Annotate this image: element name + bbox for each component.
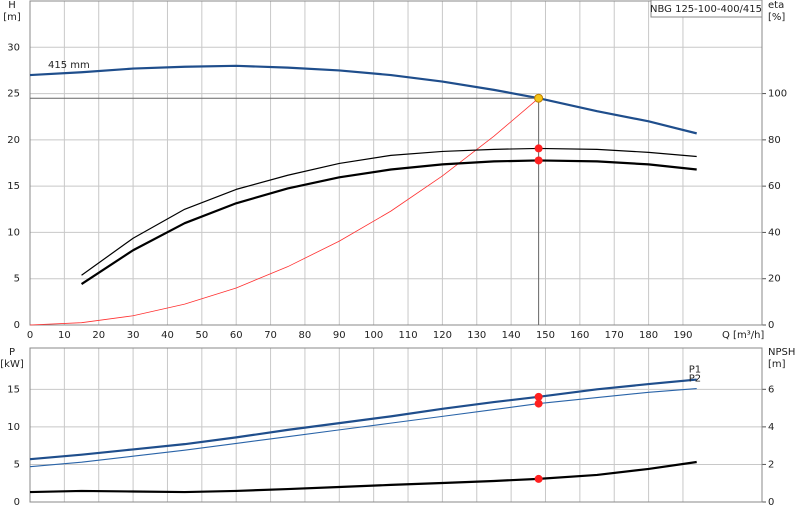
y2-tick-label: 4: [768, 422, 774, 433]
series-label: P2: [689, 374, 701, 385]
curve: [29, 460, 697, 494]
curve: [80, 159, 697, 285]
y-tick-label: 15: [7, 384, 20, 395]
x-tick-label: 20: [92, 330, 105, 341]
x-tick-label: 160: [570, 330, 589, 341]
y-tick-label: 5: [14, 459, 20, 470]
title-box: [650, 0, 763, 18]
x-tick-label: 100: [364, 330, 383, 341]
y2-axis-title: eta: [768, 0, 784, 11]
plot-frame: [29, 347, 763, 503]
x-tick-label: 130: [467, 330, 486, 341]
x-tick-label: 40: [161, 330, 174, 341]
y2-axis-title: NPSH: [768, 347, 795, 358]
y-tick-label: 5: [14, 274, 20, 285]
curve: [81, 147, 697, 276]
x-tick-label: 60: [230, 330, 243, 341]
y-tick-label: 10: [7, 227, 20, 238]
y-axis-unit: [kW]: [0, 359, 24, 370]
y-tick-label: 15: [7, 181, 20, 192]
point-marker: [534, 392, 543, 401]
point-marker: [534, 474, 543, 483]
y2-tick-label: 20: [768, 274, 781, 285]
y2-axis-unit: [m]: [768, 359, 786, 370]
x-tick-label: 170: [605, 330, 624, 341]
plot-frame: [29, 0, 763, 326]
x-tick-label: 140: [502, 330, 521, 341]
y-axis-title: P: [9, 347, 15, 358]
series-label: 415 mm: [48, 60, 90, 71]
y-tick-label: 10: [7, 422, 20, 433]
y-axis-unit: [m]: [3, 12, 21, 23]
x-tick-label: 50: [195, 330, 208, 341]
x-tick-label: 110: [398, 330, 417, 341]
y2-tick-label: 80: [768, 135, 781, 146]
y2-tick-label: 100: [768, 89, 787, 100]
y-tick-label: 0: [14, 497, 20, 508]
chart-title: NBG 125-100-400/415: [650, 4, 762, 15]
y2-tick-label: 2: [768, 459, 774, 470]
x-tick-label: 190: [673, 330, 692, 341]
y2-tick-label: 0: [768, 320, 774, 331]
x-tick-label: 10: [58, 330, 71, 341]
x-tick-label: 120: [433, 330, 452, 341]
point-marker: [534, 399, 543, 408]
y-axis-title: H: [8, 0, 16, 11]
y2-tick-label: 0: [768, 497, 774, 508]
x-tick-label: 180: [639, 330, 658, 341]
x-tick-label: 80: [299, 330, 312, 341]
point-marker: [534, 144, 543, 153]
curve: [29, 64, 697, 135]
y2-tick-label: 40: [768, 227, 781, 238]
y2-tick-label: 60: [768, 181, 781, 192]
point-marker: [534, 156, 543, 165]
y-tick-label: 20: [7, 135, 20, 146]
x-axis-title: Q [m³/h]: [722, 330, 764, 341]
curve: [29, 388, 697, 468]
x-tick-label: 0: [27, 330, 33, 341]
point-marker: [534, 93, 544, 103]
x-tick-label: 30: [127, 330, 140, 341]
y-tick-label: 0: [14, 320, 20, 331]
curve: [29, 378, 697, 461]
x-tick-label: 90: [333, 330, 346, 341]
y2-tick-label: 6: [768, 384, 774, 395]
y-tick-label: 25: [7, 89, 20, 100]
x-tick-label: 150: [536, 330, 555, 341]
x-tick-label: 70: [264, 330, 277, 341]
y-tick-label: 30: [7, 42, 20, 53]
series-label: P1: [689, 365, 701, 376]
y2-axis-unit: [%]: [768, 12, 785, 23]
